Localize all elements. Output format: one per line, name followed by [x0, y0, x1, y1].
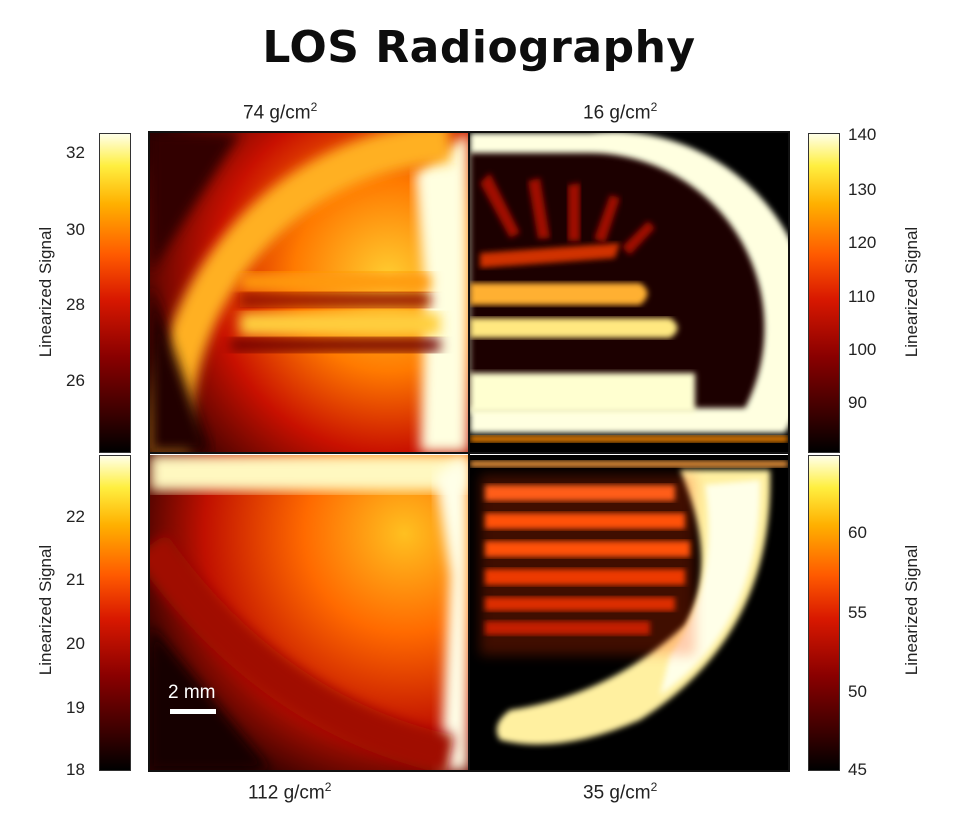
vertical-divider	[468, 131, 470, 772]
tick-tl-0: 32	[66, 143, 85, 162]
colorbar-bottom-left	[99, 455, 131, 771]
tick-br-0: 60	[848, 523, 867, 542]
tick-bl-4: 18	[66, 760, 85, 779]
colorbar-top-right	[808, 133, 840, 453]
label-top-right: 16 g/cm2	[583, 100, 658, 124]
colorbar-bottom-right	[808, 455, 840, 771]
tick-bl-3: 19	[66, 698, 85, 717]
image-panel-bottom-right	[470, 455, 788, 770]
image-panel-bottom-left	[150, 455, 468, 770]
label-top-left: 74 g/cm2	[243, 100, 318, 124]
label-bottom-left: 112 g/cm2	[248, 780, 332, 804]
colorbar-top-left	[99, 133, 131, 453]
tick-tl-2: 28	[66, 295, 85, 314]
ylabel-top-right: Linearized Signal	[902, 226, 921, 358]
ylabel-top-left: Linearized Signal	[36, 226, 55, 358]
tick-bl-1: 21	[66, 570, 85, 589]
tick-br-2: 50	[848, 682, 867, 701]
label-bottom-right: 35 g/cm2	[583, 780, 658, 804]
tick-tr-5: 90	[848, 393, 867, 412]
tick-br-1: 55	[848, 603, 867, 622]
image-panel-top-right	[470, 133, 788, 452]
figure-title: LOS Radiography	[262, 22, 696, 73]
tick-tr-3: 110	[848, 287, 876, 306]
scale-bar	[170, 709, 216, 714]
tick-bl-0: 22	[66, 507, 85, 526]
tick-tr-4: 100	[848, 340, 877, 359]
ylabel-bottom-right: Linearized Signal	[902, 544, 921, 676]
tick-tr-2: 120	[848, 233, 877, 252]
ylabel-bottom-left: Linearized Signal	[36, 544, 55, 676]
tick-tl-3: 26	[66, 371, 85, 390]
tick-tl-1: 30	[66, 220, 85, 239]
tick-bl-2: 20	[66, 634, 85, 653]
scale-bar-label: 2 mm	[168, 682, 216, 703]
tick-tr-1: 130	[848, 180, 877, 199]
tick-br-3: 45	[848, 760, 867, 779]
tick-tr-0: 140	[848, 125, 877, 144]
image-panel-top-left	[150, 133, 468, 452]
